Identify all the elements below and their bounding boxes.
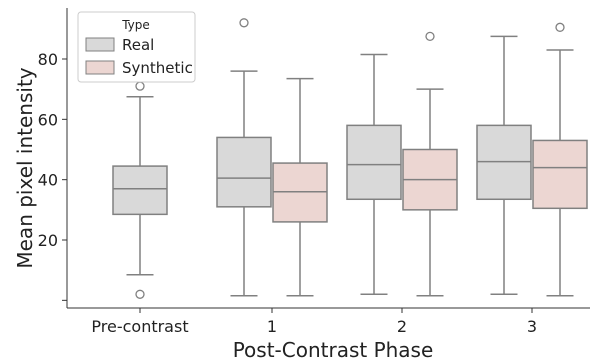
outlier-point xyxy=(135,289,145,299)
x-tick-label: 3 xyxy=(527,317,537,336)
x-axis-label: Post-Contrast Phase xyxy=(233,338,434,362)
y-tick-label: 40 xyxy=(38,171,58,190)
box-series xyxy=(112,18,588,299)
y-tick-label: 60 xyxy=(38,110,58,129)
box-iqr xyxy=(272,162,328,223)
legend-title: Type xyxy=(121,18,150,32)
x-tick-label: Pre-contrast xyxy=(91,317,188,336)
legend-swatch-real xyxy=(85,37,115,52)
outlier-point xyxy=(135,81,145,91)
box-iqr xyxy=(112,165,168,216)
box-real-pre-contrast xyxy=(112,81,168,299)
box-real-3 xyxy=(476,35,532,296)
x-tick-label: 2 xyxy=(397,317,407,336)
axes: 20 40 60 80 Pre-contrast 1 2 3 xyxy=(38,8,590,336)
box-iqr xyxy=(476,124,532,201)
legend-label-real: Real xyxy=(122,36,154,54)
y-axis-label: Mean pixel intensity xyxy=(13,67,37,268)
box-synthetic-2 xyxy=(402,31,458,297)
box-synthetic-1 xyxy=(272,77,328,297)
outlier-point xyxy=(425,31,435,42)
outlier-point xyxy=(239,18,249,28)
legend: Type Real Synthetic xyxy=(77,11,196,83)
box-real-2 xyxy=(346,53,402,296)
axis-labels: Mean pixel intensity Post-Contrast Phase xyxy=(13,67,433,362)
outlier-point xyxy=(555,22,565,32)
legend-label-synthetic: Synthetic xyxy=(122,59,193,77)
y-tick-label: 20 xyxy=(38,231,58,250)
legend-swatch-synthetic xyxy=(85,60,115,75)
y-tick-label: 80 xyxy=(38,50,58,69)
x-tick-label: 1 xyxy=(267,317,277,336)
box-iqr xyxy=(346,124,402,201)
box-synthetic-3 xyxy=(532,22,588,297)
box-iqr xyxy=(216,136,272,208)
box-iqr xyxy=(532,139,588,210)
box-real-1 xyxy=(216,18,272,297)
